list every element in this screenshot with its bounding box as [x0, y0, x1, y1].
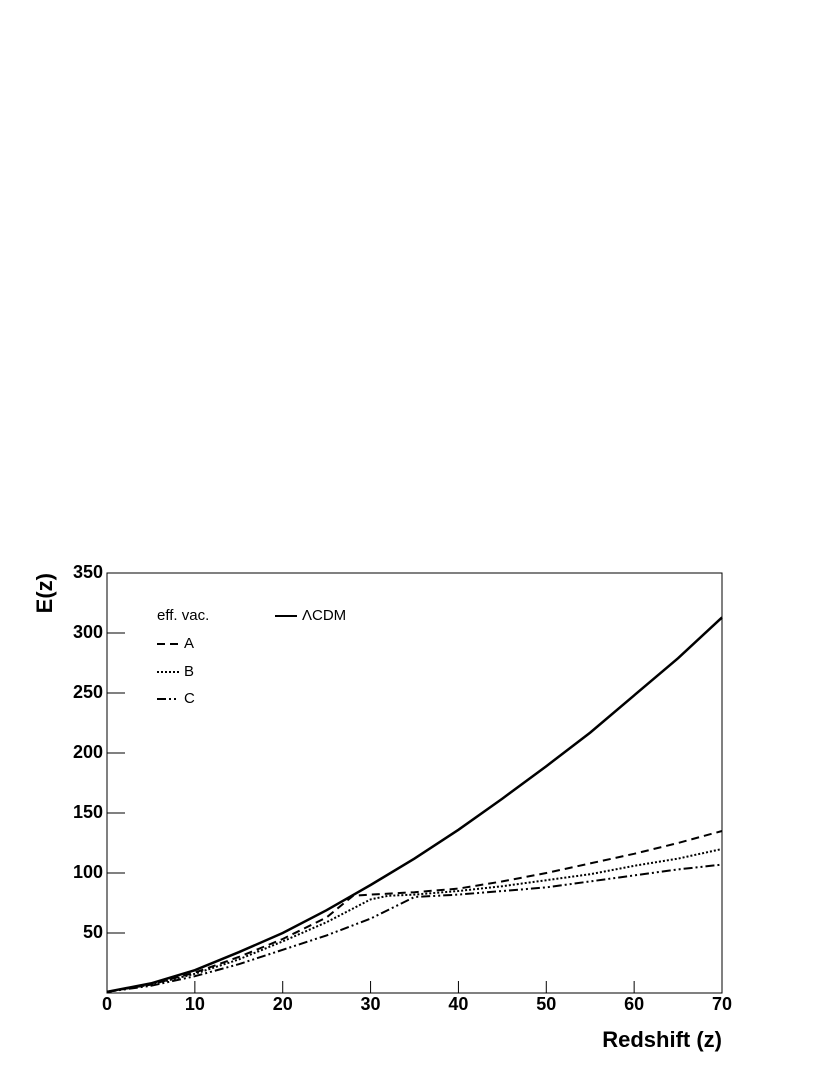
legend-label: B	[184, 663, 194, 680]
y-tick-label: 150	[73, 802, 103, 822]
x-tick-label: 40	[448, 994, 468, 1014]
x-tick-label: 30	[361, 994, 381, 1014]
x-tick-label: 20	[273, 994, 293, 1014]
legend-label: C	[184, 690, 195, 707]
x-tick-label: 0	[102, 994, 112, 1014]
x-tick-label: 60	[624, 994, 644, 1014]
legend-label: A	[184, 635, 194, 652]
legend-title: eff. vac.	[157, 607, 209, 624]
y-axis-label: E(z)	[32, 573, 57, 613]
x-axis-label: Redshift (z)	[602, 1027, 722, 1052]
y-tick-label: 350	[73, 562, 103, 582]
series-line	[106, 616, 723, 994]
legend-label: ΛCDM	[302, 607, 346, 624]
y-tick-label: 300	[73, 622, 103, 642]
y-tick-label: 250	[73, 682, 103, 702]
x-tick-label: 10	[185, 994, 205, 1014]
series-line	[106, 863, 723, 993]
y-tick-label: 100	[73, 862, 103, 882]
plot-frame	[106, 572, 723, 994]
y-tick-label: 50	[83, 922, 103, 942]
series-line	[106, 830, 723, 993]
y-tick-label: 200	[73, 742, 103, 762]
x-tick-label: 70	[712, 994, 732, 1014]
x-tick-label: 50	[536, 994, 556, 1014]
series-line	[106, 848, 723, 993]
